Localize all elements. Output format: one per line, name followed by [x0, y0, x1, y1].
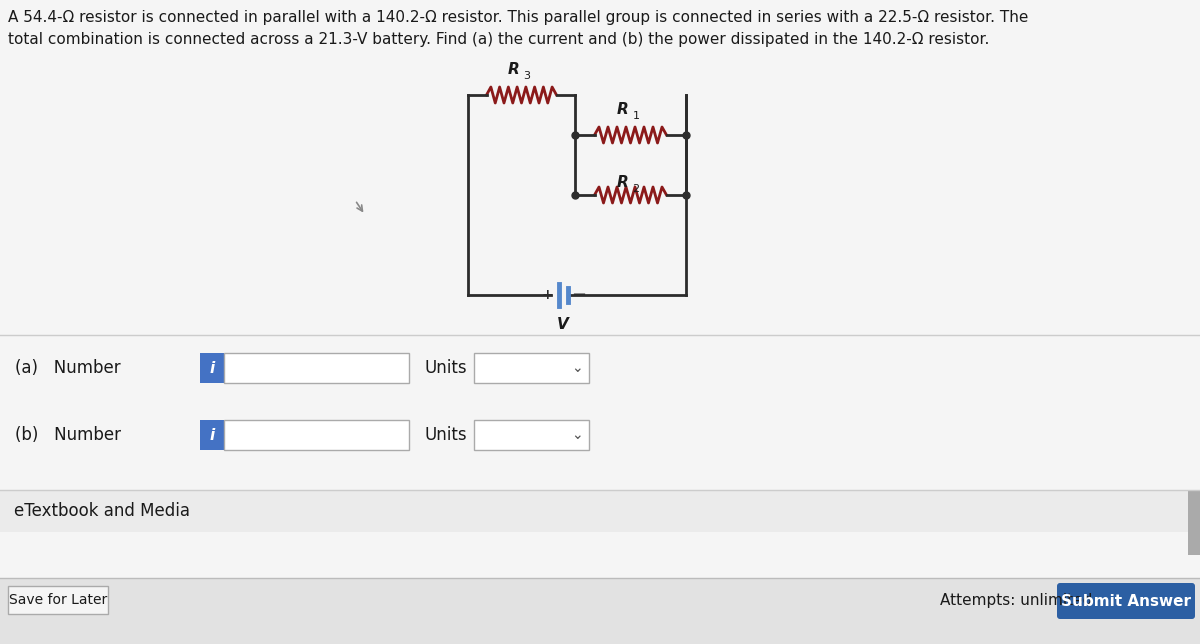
FancyBboxPatch shape: [200, 420, 224, 450]
Text: Units: Units: [424, 359, 467, 377]
FancyBboxPatch shape: [8, 586, 108, 614]
Text: total combination is connected across a 21.3-V battery. Find (a) the current and: total combination is connected across a …: [8, 32, 989, 47]
Text: i: i: [209, 361, 215, 375]
FancyBboxPatch shape: [200, 353, 224, 383]
Text: R: R: [508, 62, 520, 77]
Text: −: −: [571, 286, 587, 304]
Text: (a)   Number: (a) Number: [14, 359, 121, 377]
FancyBboxPatch shape: [474, 353, 589, 383]
FancyBboxPatch shape: [474, 420, 589, 450]
Text: ⌄: ⌄: [571, 361, 583, 375]
Text: 3: 3: [523, 71, 530, 81]
Text: A 54.4-Ω resistor is connected in parallel with a 140.2-Ω resistor. This paralle: A 54.4-Ω resistor is connected in parall…: [8, 10, 1028, 25]
FancyBboxPatch shape: [0, 578, 1200, 644]
Text: V: V: [557, 317, 569, 332]
Text: ⌄: ⌄: [571, 428, 583, 442]
Text: i: i: [209, 428, 215, 442]
Text: R: R: [617, 102, 629, 117]
Text: Submit Answer: Submit Answer: [1061, 594, 1190, 609]
FancyBboxPatch shape: [224, 420, 409, 450]
FancyBboxPatch shape: [0, 490, 1200, 532]
Text: +: +: [541, 288, 553, 302]
Text: Units: Units: [424, 426, 467, 444]
Text: eTextbook and Media: eTextbook and Media: [14, 502, 190, 520]
Text: 1: 1: [632, 111, 640, 121]
Text: R: R: [617, 175, 629, 190]
Text: (b)   Number: (b) Number: [14, 426, 121, 444]
Text: Attempts: unlimited: Attempts: unlimited: [940, 592, 1092, 607]
FancyBboxPatch shape: [1057, 583, 1195, 619]
Text: 2: 2: [632, 184, 640, 194]
FancyBboxPatch shape: [224, 353, 409, 383]
Text: Save for Later: Save for Later: [8, 593, 107, 607]
FancyBboxPatch shape: [1188, 490, 1200, 555]
